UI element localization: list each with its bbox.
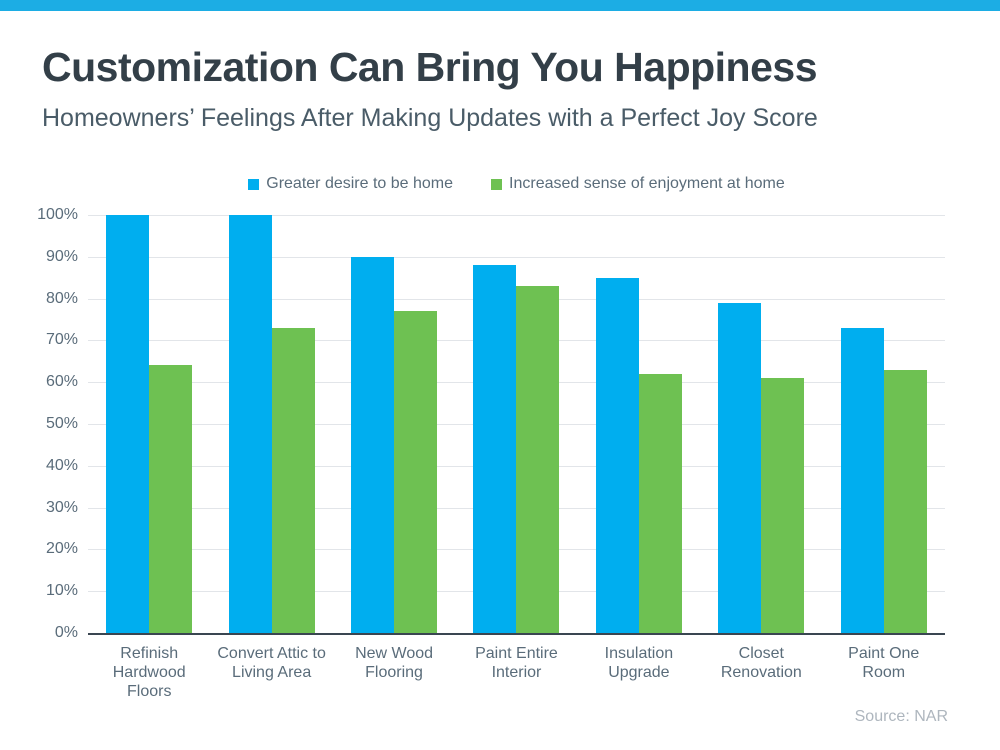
bar-enjoyment-0: [149, 365, 193, 633]
x-axis-line: [88, 633, 945, 635]
y-axis: 0% 10% 20% 30% 40% 50% 60% 70% 80% 90% 100%: [20, 206, 78, 641]
bar-desire-6: [840, 327, 884, 633]
x-axis-label-6: Paint One Room: [848, 645, 920, 681]
y-tick-label-100: 100%: [37, 206, 78, 223]
y-tick-label-90: 90%: [45, 247, 78, 265]
bar-enjoyment-1: [271, 327, 315, 633]
page-title: Customization Can Bring You Happiness: [42, 44, 818, 90]
bar-enjoyment-6: [883, 369, 927, 633]
bar-desire-5: [718, 302, 762, 633]
legend-swatch-icon: [248, 178, 260, 190]
y-tick-label-30: 30%: [45, 498, 78, 516]
y-tick-label-10: 10%: [45, 582, 78, 600]
plot-area: [88, 215, 945, 635]
bar-group-5: [700, 215, 822, 633]
y-tick-label-80: 80%: [45, 289, 78, 307]
x-axis-label-0: Refinish Hardwood Floors: [112, 645, 186, 700]
legend-item-1: Increased sense of enjoyment at home: [491, 175, 785, 193]
x-axis-label-1: Convert Attic to Living Area: [217, 645, 326, 681]
bar-desire-0: [106, 215, 150, 633]
bar-group-2: [333, 215, 455, 633]
bar-enjoyment-2: [394, 311, 438, 633]
y-tick-label-70: 70%: [45, 331, 78, 349]
y-tick-label-20: 20%: [45, 540, 78, 558]
bar-enjoyment-5: [761, 378, 805, 633]
legend-swatch-icon: [491, 178, 503, 190]
page-subtitle: Homeowners’ Feelings After Making Update…: [42, 104, 818, 132]
bar-desire-1: [228, 215, 272, 633]
x-axis-label-2: New Wood Flooring: [355, 645, 434, 681]
legend-label: Increased sense of enjoyment at home: [509, 175, 785, 192]
chart-legend: Greater desire to be home Increased sense…: [88, 175, 945, 193]
bar-enjoyment-4: [638, 373, 682, 633]
y-tick-label-50: 50%: [45, 415, 78, 432]
x-axis-label-5: Closet Renovation: [720, 645, 802, 681]
x-axis-label-3: Paint Entire Interior: [475, 645, 558, 681]
bar-desire-2: [351, 256, 395, 633]
x-axis-labels: Refinish Hardwood Floors Convert Attic to…: [88, 644, 945, 701]
bar-group-3: [455, 215, 577, 633]
bar-group-1: [210, 215, 332, 633]
gridline-100: [88, 215, 945, 216]
bar-group-4: [578, 215, 700, 633]
bar-group-0: [88, 215, 210, 633]
source-note: Source: NAR: [854, 708, 948, 725]
x-axis-label-4: Insulation Upgrade: [604, 645, 674, 681]
bar-desire-3: [473, 265, 517, 633]
y-tick-label-0: 0%: [54, 624, 78, 641]
y-tick-label-60: 60%: [45, 373, 78, 391]
bar-desire-4: [595, 277, 639, 633]
y-tick-label-40: 40%: [45, 456, 78, 474]
top-accent-bar: [0, 0, 1000, 11]
legend-label: Greater desire to be home: [266, 175, 454, 192]
bar-enjoyment-3: [516, 286, 560, 633]
legend-item-0: Greater desire to be home: [248, 175, 453, 193]
bars-container: [88, 215, 945, 633]
bar-group-6: [823, 215, 945, 633]
gridline-90: [88, 256, 945, 258]
